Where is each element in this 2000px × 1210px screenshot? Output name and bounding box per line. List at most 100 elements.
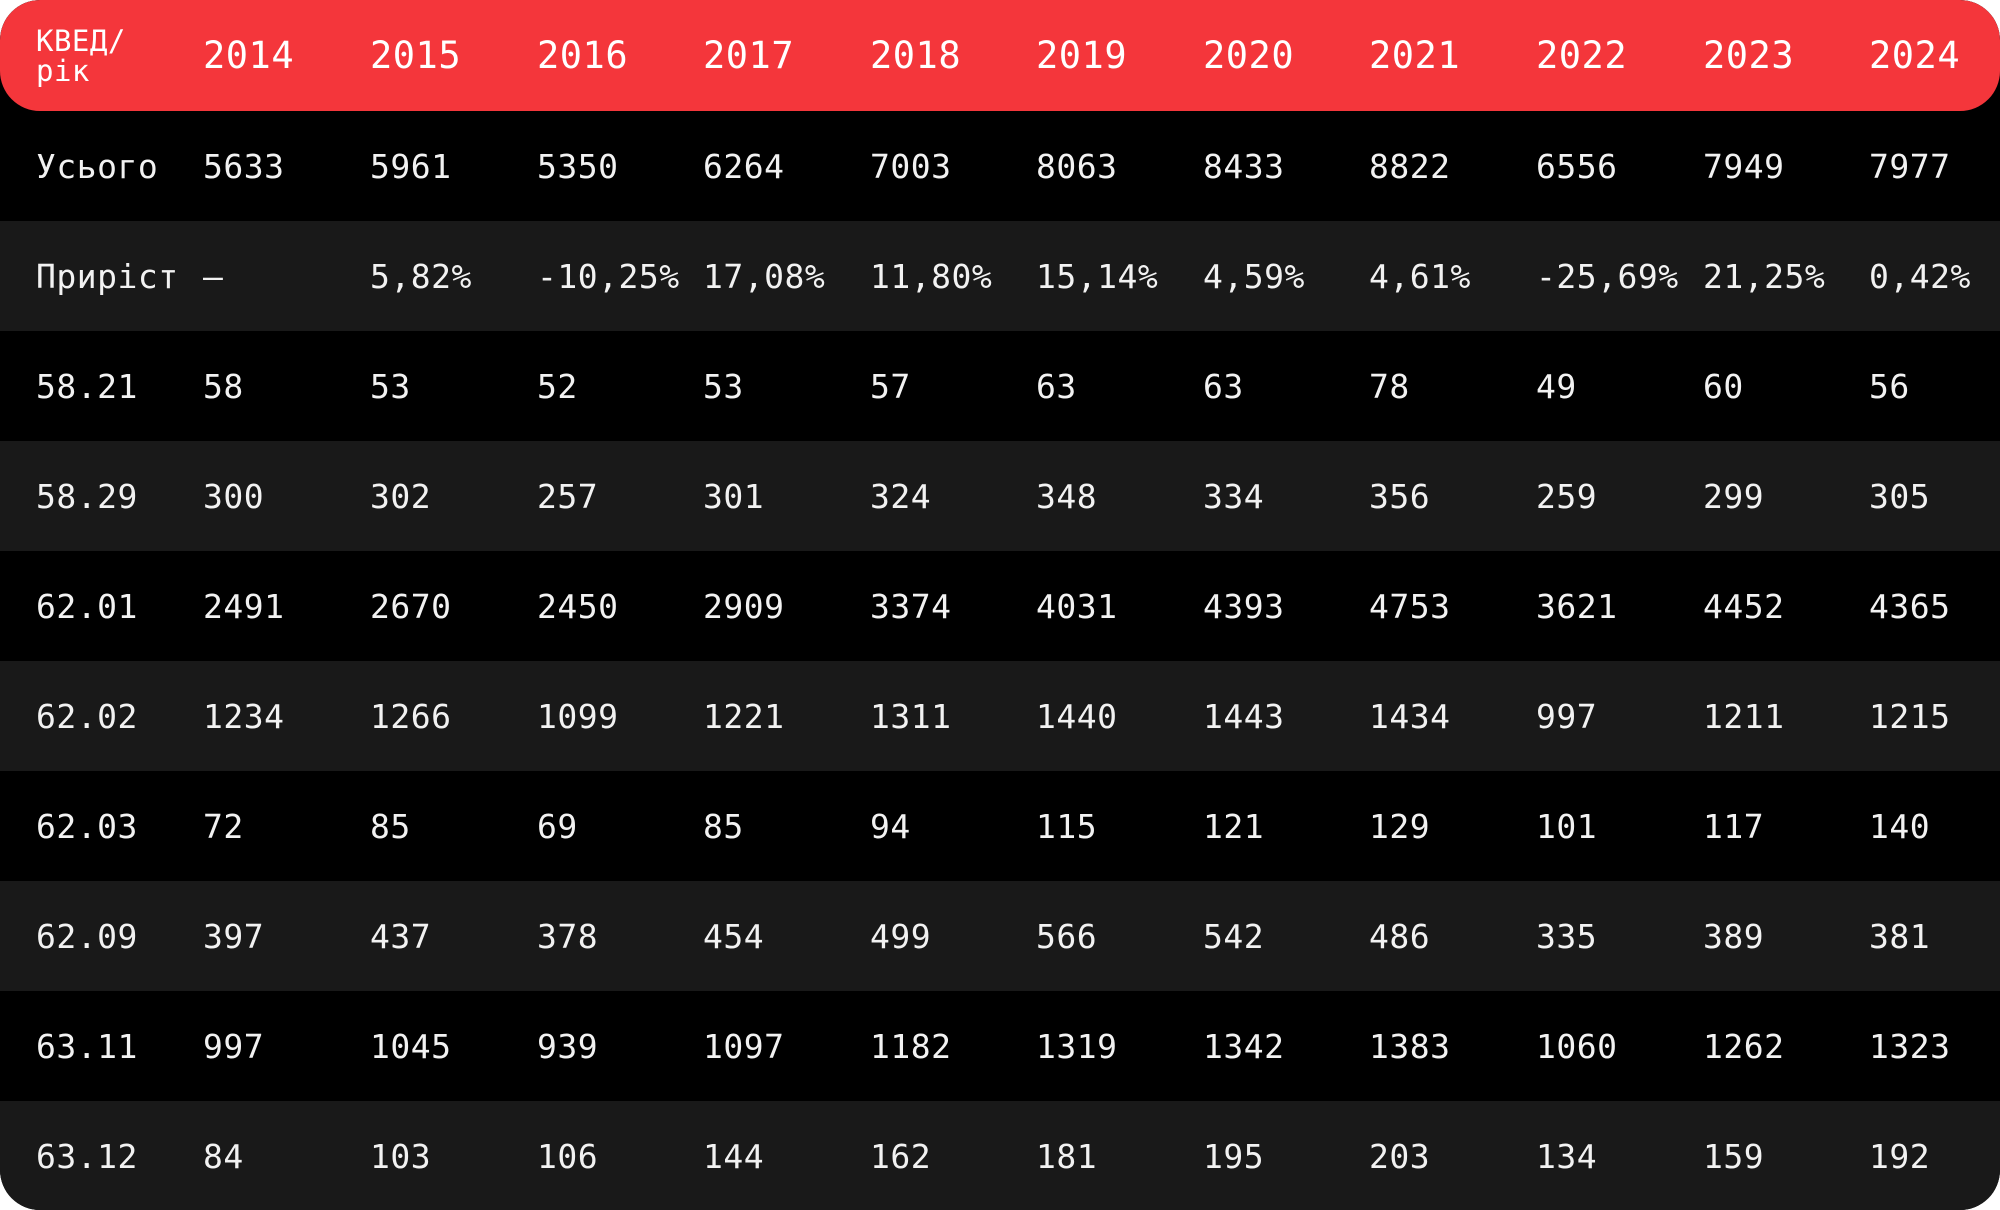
table-cell: 57 <box>870 366 911 406</box>
table-cell: 348 <box>1036 476 1098 516</box>
table-cell: 3621 <box>1536 586 1618 626</box>
table-cell: 1440 <box>1036 696 1118 736</box>
table-row: Приріст — 5,82% -10,25% 17,08% 11,80% 15,14% 4,… <box>0 221 2000 331</box>
table-cell: 134 <box>1536 1136 1598 1176</box>
column-header: 2016 <box>537 34 629 77</box>
row-label: 62.03 <box>36 806 138 846</box>
table-cell: 56 <box>1869 366 1910 406</box>
table-cell: 566 <box>1036 916 1098 956</box>
table-cell: 4,61% <box>1369 256 1471 296</box>
table-cell: 72 <box>203 806 244 846</box>
table-cell: 1215 <box>1869 696 1951 736</box>
table-cell: 5350 <box>537 146 619 186</box>
table-cell: 486 <box>1369 916 1431 956</box>
table-cell: 58 <box>203 366 244 406</box>
table-cell: 159 <box>1703 1136 1765 1176</box>
table-cell: 1383 <box>1369 1026 1451 1066</box>
table-cell: 5961 <box>370 146 452 186</box>
table-cell: 4753 <box>1369 586 1451 626</box>
table-cell: 144 <box>703 1136 765 1176</box>
table-cell: 129 <box>1369 806 1431 846</box>
table-cell: 1221 <box>703 696 785 736</box>
table-row: 58.21 58 53 52 53 57 63 63 78 49 60 56 <box>0 331 2000 441</box>
table-cell: 4452 <box>1703 586 1785 626</box>
table-cell: 106 <box>537 1136 599 1176</box>
table-row: 62.03 72 85 69 85 94 115 121 129 101 117 140 <box>0 771 2000 881</box>
table-cell: 84 <box>203 1136 244 1176</box>
table-cell: 60 <box>1703 366 1744 406</box>
table-cell: 7003 <box>870 146 952 186</box>
table-cell: 1097 <box>703 1026 785 1066</box>
column-header: 2014 <box>203 34 295 77</box>
column-header: 2023 <box>1703 34 1795 77</box>
table-cell: 1182 <box>870 1026 952 1066</box>
table-cell: 1262 <box>1703 1026 1785 1066</box>
table-cell: 2450 <box>537 586 619 626</box>
table-cell: -10,25% <box>537 256 680 296</box>
table-cell: 1099 <box>537 696 619 736</box>
table-cell: 356 <box>1369 476 1431 516</box>
column-header: 2020 <box>1203 34 1295 77</box>
table-cell: 103 <box>370 1136 432 1176</box>
table-cell: 115 <box>1036 806 1098 846</box>
table-cell: 1060 <box>1536 1026 1618 1066</box>
column-header: 2021 <box>1369 34 1461 77</box>
table-cell: 11,80% <box>870 256 993 296</box>
table-cell: 302 <box>370 476 432 516</box>
table-cell: 1311 <box>870 696 952 736</box>
table-cell: 542 <box>1203 916 1265 956</box>
row-label: 58.29 <box>36 476 138 516</box>
row-label: 63.11 <box>36 1026 138 1066</box>
table-cell: 1342 <box>1203 1026 1285 1066</box>
table-cell: 121 <box>1203 806 1265 846</box>
row-label: 62.02 <box>36 696 138 736</box>
table-cell: 203 <box>1369 1136 1431 1176</box>
table-cell: 85 <box>370 806 411 846</box>
table-cell: 53 <box>370 366 411 406</box>
table-cell: 305 <box>1869 476 1931 516</box>
row-label: 63.12 <box>36 1136 138 1176</box>
table-row: 58.29 300 302 257 301 324 348 334 356 259 299 305 <box>0 441 2000 551</box>
table-cell: 301 <box>703 476 765 516</box>
table-cell: 117 <box>1703 806 1765 846</box>
table-cell: 1211 <box>1703 696 1785 736</box>
table-cell: 6556 <box>1536 146 1618 186</box>
table-cell: 257 <box>537 476 599 516</box>
table-cell: 49 <box>1536 366 1577 406</box>
table-cell: 52 <box>537 366 578 406</box>
row-label: 62.09 <box>36 916 138 956</box>
table-cell: 5,82% <box>370 256 472 296</box>
column-header: 2017 <box>703 34 795 77</box>
table-cell: 454 <box>703 916 765 956</box>
table-cell: 389 <box>1703 916 1765 956</box>
table-cell: 939 <box>537 1026 599 1066</box>
table-row: 63.12 84 103 106 144 162 181 195 203 134 159 192 <box>0 1101 2000 1210</box>
table-cell: 8822 <box>1369 146 1451 186</box>
table-cell: 378 <box>537 916 599 956</box>
table-cell: 2909 <box>703 586 785 626</box>
table-cell: 4393 <box>1203 586 1285 626</box>
table-cell: 7977 <box>1869 146 1951 186</box>
table-cell: 334 <box>1203 476 1265 516</box>
table-cell: 499 <box>870 916 932 956</box>
table-cell: 2491 <box>203 586 285 626</box>
row-label: Приріст <box>36 256 179 296</box>
table-cell: 299 <box>1703 476 1765 516</box>
table-cell: 101 <box>1536 806 1598 846</box>
corner-label: КВЕД/ рік <box>36 23 126 88</box>
row-label: 62.01 <box>36 586 138 626</box>
column-header: 2018 <box>870 34 962 77</box>
table-cell: 3374 <box>870 586 952 626</box>
table-cell: 85 <box>703 806 744 846</box>
table-cell: 1266 <box>370 696 452 736</box>
table-row: Усього 5633 5961 5350 6264 7003 8063 8433 8822 65… <box>0 111 2000 221</box>
column-header: 2019 <box>1036 34 1128 77</box>
table-cell: 0,42% <box>1869 256 1971 296</box>
table-row: 62.02 1234 1266 1099 1221 1311 1440 1443 1434 997… <box>0 661 2000 771</box>
table-cell: 69 <box>537 806 578 846</box>
table-cell: 181 <box>1036 1136 1098 1176</box>
table-cell: 997 <box>1536 696 1598 736</box>
table-cell: 437 <box>370 916 432 956</box>
table-cell: 53 <box>703 366 744 406</box>
